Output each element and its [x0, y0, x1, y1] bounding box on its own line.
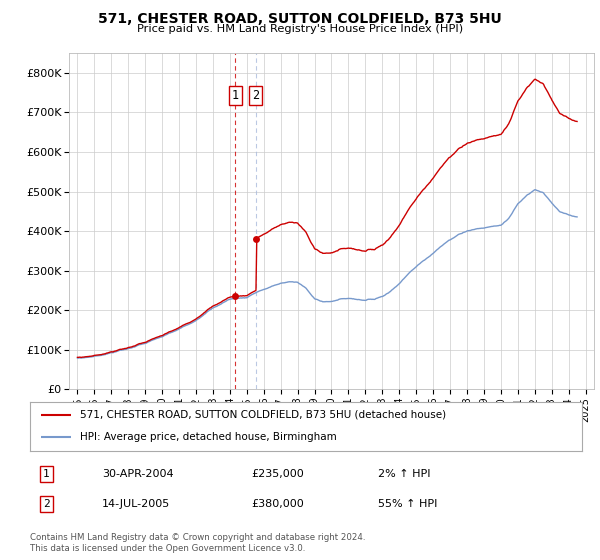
Text: Price paid vs. HM Land Registry's House Price Index (HPI): Price paid vs. HM Land Registry's House …	[137, 24, 463, 34]
Text: 14-JUL-2005: 14-JUL-2005	[102, 500, 170, 509]
Text: HPI: Average price, detached house, Birmingham: HPI: Average price, detached house, Birm…	[80, 432, 337, 442]
Text: 2: 2	[253, 88, 260, 102]
Text: 1: 1	[43, 469, 50, 479]
Text: Contains HM Land Registry data © Crown copyright and database right 2024.
This d: Contains HM Land Registry data © Crown c…	[30, 533, 365, 553]
Text: 2: 2	[43, 500, 50, 509]
Text: 55% ↑ HPI: 55% ↑ HPI	[378, 500, 437, 509]
Text: 1: 1	[232, 88, 239, 102]
Text: £380,000: £380,000	[251, 500, 304, 509]
Text: 30-APR-2004: 30-APR-2004	[102, 469, 173, 479]
Text: 571, CHESTER ROAD, SUTTON COLDFIELD, B73 5HU (detached house): 571, CHESTER ROAD, SUTTON COLDFIELD, B73…	[80, 410, 446, 420]
Text: 2% ↑ HPI: 2% ↑ HPI	[378, 469, 430, 479]
Text: 571, CHESTER ROAD, SUTTON COLDFIELD, B73 5HU: 571, CHESTER ROAD, SUTTON COLDFIELD, B73…	[98, 12, 502, 26]
Text: £235,000: £235,000	[251, 469, 304, 479]
